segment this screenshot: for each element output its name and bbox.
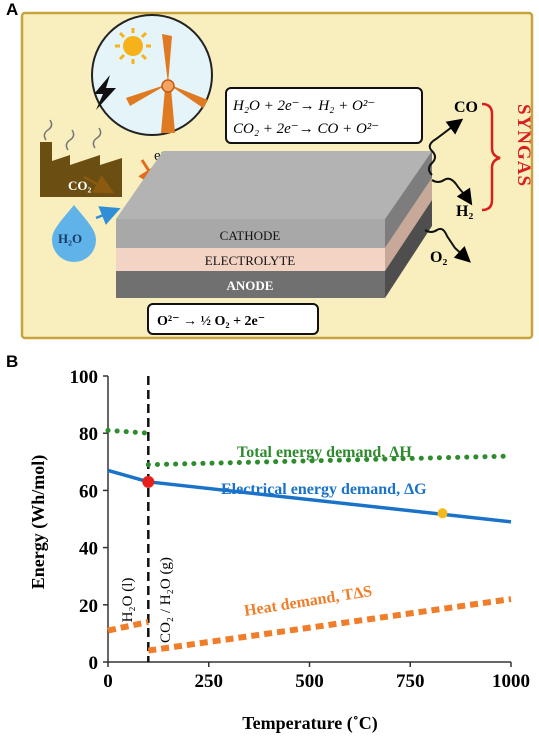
marker-point-1 (437, 508, 448, 519)
y-tick-label: 0 (89, 653, 99, 674)
series-1-segment-0 (107, 468, 149, 484)
cathode-layer (116, 219, 385, 248)
anode-label: ANODE (227, 278, 274, 293)
y-tick-label: 80 (79, 424, 98, 445)
cell-stack (116, 151, 432, 298)
x-tick-label: 500 (295, 671, 324, 692)
series-2-segment-1 (147, 596, 512, 654)
anode-reaction-box (147, 303, 319, 335)
co-output-label: CO (454, 99, 478, 116)
o2-output-arrow (424, 227, 471, 263)
x-tick-label: 0 (103, 671, 113, 692)
electrolyte-side-face (385, 178, 432, 271)
series-1-segment-1 (148, 480, 512, 524)
electrolyte-label: ELECTROLYTE (205, 253, 295, 268)
panel-b-label: B (6, 352, 19, 371)
y-tick-label: 20 (79, 596, 98, 617)
h2o-input-arrow (95, 206, 121, 225)
wind-turbine-icon (126, 34, 208, 133)
co-output-arrow (428, 118, 464, 176)
phase-label-gas: CO₂ / H₂O (g) (158, 557, 174, 643)
cathode-side-face (385, 151, 432, 248)
reaction-h2o: H₂O + 2e⁻→ H₂ + O²⁻ (232, 98, 375, 114)
co2-input-label: CO₂ (68, 178, 92, 193)
series-0-segment-0 (105, 427, 151, 436)
cathode-reactions-box (225, 87, 423, 144)
panel-a-label: A (6, 0, 19, 19)
lightning-icon (94, 75, 116, 110)
y-tick-label: 60 (79, 481, 98, 502)
renewable-energy-icon (91, 14, 213, 136)
legend-electrical-energy: Electrical energy demand, ΔG (221, 481, 427, 498)
x-axis-label: Temperature (˚C) (242, 713, 377, 734)
series-2-segment-0 (107, 619, 149, 634)
reaction-co2: CO₂ + 2e⁻→ CO + O²⁻ (233, 121, 379, 137)
anode-layer (116, 271, 385, 298)
series-0-segment-1 (145, 453, 514, 468)
cathode-label: CATHODE (220, 228, 281, 243)
electrolyte-layer (116, 248, 385, 271)
anode-reaction: O²⁻ → ½ O₂ + 2e⁻ (157, 314, 265, 329)
anode-side-face (385, 200, 432, 298)
y-tick-label: 100 (70, 367, 99, 388)
syngas-label: SYNGAS (513, 104, 534, 187)
h2-output-arrow (431, 177, 473, 206)
co2-input-arrow (83, 175, 115, 194)
x-tick-label: 750 (396, 671, 425, 692)
sun-icon (115, 28, 151, 64)
sofc-diagram: H₂O + 2e⁻→ H₂ + O²⁻ CO₂ + 2e⁻→ CO + O²⁻ … (20, 11, 534, 340)
cathode-top-face (116, 151, 432, 219)
legend-total-energy: Total energy demand, ΔH (237, 444, 412, 461)
o2-output-label: O₂ (430, 249, 447, 266)
h2o-input-label: H₂O (58, 231, 82, 246)
y-tick-label: 40 (79, 539, 98, 560)
phase-label-liquid: H₂O (l) (120, 578, 136, 623)
legend-heat-demand: Heat demand, TΔS (243, 583, 373, 620)
water-drop-icon (52, 205, 96, 262)
marker-point-0 (142, 475, 155, 488)
h2-output-label: H₂ (456, 203, 473, 220)
x-tick-label: 250 (195, 671, 224, 692)
x-tick-label: 1000 (492, 671, 530, 692)
syngas-brace (481, 102, 501, 212)
y-axis-label: Energy (Wh/mol) (28, 455, 49, 590)
